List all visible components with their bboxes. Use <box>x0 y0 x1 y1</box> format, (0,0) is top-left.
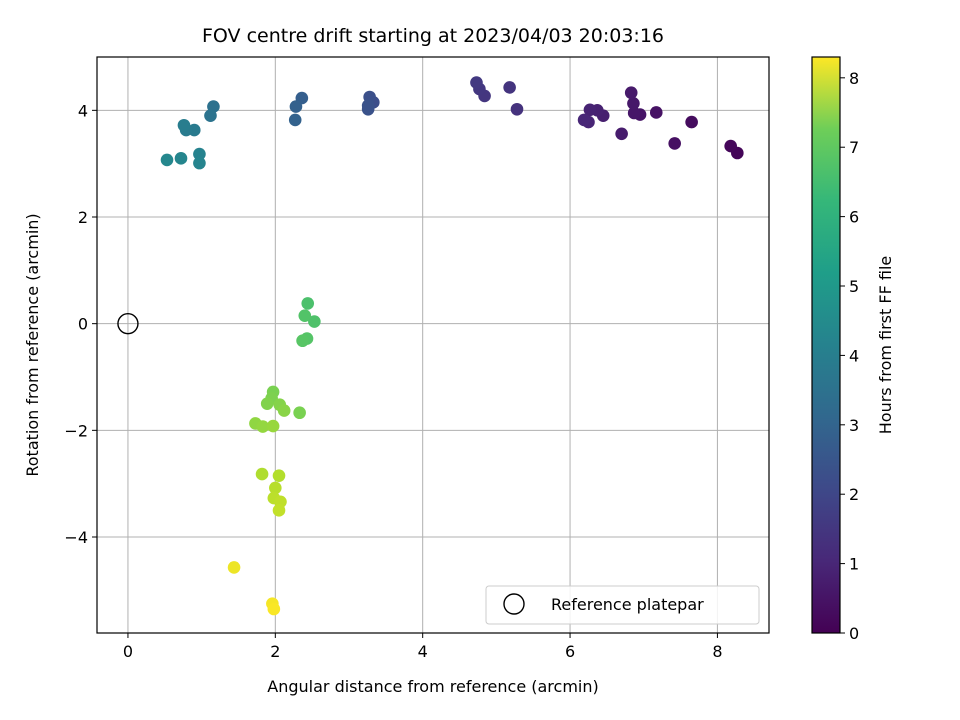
x-axis-label: Angular distance from reference (arcmin) <box>267 677 598 696</box>
x-axis-ticks: 0 2 4 6 8 <box>123 633 723 661</box>
data-point <box>308 315 321 328</box>
data-point <box>470 76 483 89</box>
colorbar-tick-label: 4 <box>849 346 859 365</box>
colorbar-tick-label: 0 <box>849 624 859 643</box>
data-point <box>193 156 206 170</box>
data-point <box>193 147 206 161</box>
data-point <box>668 137 681 150</box>
data-point <box>615 127 628 141</box>
legend: Reference platepar <box>485 585 760 625</box>
data-point <box>510 102 524 116</box>
grid-lines <box>97 57 769 633</box>
data-point <box>288 113 302 127</box>
x-tick-label: 0 <box>123 642 133 661</box>
data-point <box>227 561 241 574</box>
colorbar-tick-label: 8 <box>849 69 859 88</box>
legend-label-reference: Reference platepar <box>551 595 704 614</box>
data-point <box>266 419 280 433</box>
data-point <box>577 113 591 127</box>
y-axis-ticks: −4 −2 0 2 4 <box>64 101 97 547</box>
data-point <box>160 153 174 167</box>
colorbar-gradient <box>812 57 840 633</box>
data-point <box>685 115 698 129</box>
data-point <box>177 118 191 132</box>
data-point <box>204 109 217 122</box>
data-point <box>272 469 286 482</box>
data-point <box>649 106 663 119</box>
data-point <box>724 139 737 153</box>
data-point <box>260 397 274 410</box>
data-point <box>627 106 641 120</box>
data-point <box>298 309 312 322</box>
y-tick-label: 0 <box>78 315 88 334</box>
legend-reference-marker <box>503 593 525 615</box>
data-point <box>296 334 309 348</box>
data-point <box>503 81 516 94</box>
data-point <box>289 100 303 113</box>
data-point <box>293 406 306 420</box>
data-point <box>277 404 291 417</box>
colorbar-tick-label: 7 <box>849 138 859 157</box>
chart-title: FOV centre drift starting at 2023/04/03 … <box>202 25 664 47</box>
y-tick-label: 4 <box>78 101 88 120</box>
colorbar: 0 1 2 3 4 5 6 7 8 Hours from first FF file <box>811 56 895 643</box>
data-point <box>256 420 270 433</box>
colorbar-tick-label: 2 <box>849 485 859 504</box>
plot-frame <box>96 56 770 634</box>
y-axis-label: Rotation from reference (arcmin) <box>23 213 42 476</box>
data-point <box>255 467 269 481</box>
colorbar-frame <box>811 56 841 634</box>
data-point <box>269 481 282 495</box>
y-tick-label: −4 <box>64 528 88 547</box>
data-point <box>301 297 315 310</box>
data-point <box>624 86 638 100</box>
data-point <box>174 152 188 165</box>
data-point <box>267 602 281 616</box>
data-point <box>361 99 375 112</box>
data-point <box>627 97 640 110</box>
colorbar-ticks: 0 1 2 3 4 5 6 7 8 <box>840 69 859 643</box>
x-tick-label: 4 <box>418 642 428 661</box>
y-tick-label: −2 <box>64 421 88 440</box>
x-tick-label: 8 <box>712 642 722 661</box>
colorbar-label: Hours from first FF file <box>876 256 895 435</box>
reference-marker-layer <box>117 312 139 335</box>
data-point <box>583 103 597 117</box>
x-tick-label: 6 <box>565 642 575 661</box>
colorbar-tick-label: 5 <box>849 277 859 296</box>
colorbar-tick-label: 1 <box>849 555 859 574</box>
legend-box <box>485 585 760 625</box>
colorbar-tick-label: 3 <box>849 416 859 435</box>
data-point <box>272 504 286 517</box>
reference-platepar-marker <box>117 312 139 335</box>
data-points <box>160 76 744 616</box>
colorbar-tick-label: 6 <box>849 208 859 227</box>
y-tick-label: 2 <box>78 208 88 227</box>
x-tick-label: 2 <box>270 642 280 661</box>
